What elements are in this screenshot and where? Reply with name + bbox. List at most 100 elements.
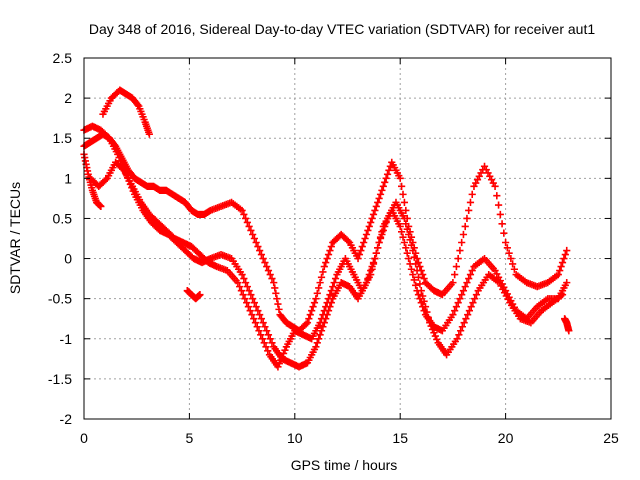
data-point xyxy=(259,319,267,327)
series-track-a xyxy=(80,130,571,335)
data-point xyxy=(274,363,282,371)
data-point xyxy=(242,214,250,223)
data-point xyxy=(324,295,333,303)
data-point xyxy=(312,295,320,303)
data-point xyxy=(557,262,565,271)
data-point xyxy=(275,305,283,313)
data-point xyxy=(461,222,469,231)
data-point xyxy=(369,210,378,219)
data-point xyxy=(381,178,389,186)
data-point xyxy=(460,319,468,327)
data-point xyxy=(277,356,285,364)
data-point xyxy=(372,249,380,257)
data-point xyxy=(398,228,406,236)
data-point xyxy=(416,262,424,271)
data-point xyxy=(465,206,473,215)
data-point xyxy=(243,218,251,227)
data-point xyxy=(358,242,366,251)
data-point xyxy=(452,303,461,311)
data-point xyxy=(510,265,518,273)
y-tick-label: -0.5 xyxy=(48,291,72,307)
plot-frame xyxy=(83,57,612,420)
data-point xyxy=(263,262,271,271)
data-point xyxy=(266,271,274,279)
data-point xyxy=(355,250,364,259)
data-point xyxy=(402,244,410,252)
data-point xyxy=(403,249,411,257)
y-tick-label: 1.5 xyxy=(53,130,73,146)
data-point xyxy=(403,225,411,233)
data-point xyxy=(258,335,267,343)
data-point xyxy=(368,265,376,273)
data-point xyxy=(263,327,271,335)
data-point xyxy=(503,244,511,252)
data-point xyxy=(319,268,327,276)
data-point xyxy=(561,250,569,259)
data-point xyxy=(505,249,513,257)
data-point xyxy=(375,238,383,247)
grid-lines xyxy=(84,58,611,419)
x-tick-label: 0 xyxy=(80,430,88,446)
x-tick-label: 25 xyxy=(603,430,619,446)
y-tick-label: 0.5 xyxy=(53,210,73,226)
data-point xyxy=(565,327,573,335)
data-point xyxy=(255,327,263,335)
data-point xyxy=(244,303,253,311)
data-point xyxy=(410,276,418,284)
data-point xyxy=(264,266,273,275)
data-point xyxy=(456,295,464,303)
data-point xyxy=(471,295,479,303)
data-point xyxy=(275,359,283,368)
data-point xyxy=(243,283,251,291)
data-point xyxy=(417,287,425,295)
data-point xyxy=(563,246,571,255)
data-point xyxy=(498,220,506,228)
y-tick-label: 2.5 xyxy=(53,50,73,66)
data-point xyxy=(420,275,428,283)
axis-ticks xyxy=(83,57,612,420)
data-point xyxy=(421,303,430,311)
data-point xyxy=(400,198,409,206)
x-tick-label: 5 xyxy=(186,430,194,446)
data-point xyxy=(317,273,326,281)
data-point xyxy=(234,279,242,287)
data-point xyxy=(327,242,335,251)
data-point xyxy=(367,218,375,227)
data-point xyxy=(250,315,258,323)
data-point xyxy=(413,266,421,275)
data-point xyxy=(250,299,258,307)
data-point xyxy=(315,335,323,343)
data-point xyxy=(264,331,273,339)
data-point xyxy=(459,287,468,295)
data-point xyxy=(454,299,462,307)
data-point xyxy=(378,230,386,239)
data-point xyxy=(469,299,477,307)
data-point xyxy=(368,214,376,223)
data-point xyxy=(360,238,368,247)
data-point xyxy=(509,260,517,268)
data-point xyxy=(458,238,466,247)
data-point xyxy=(324,250,333,259)
data-point xyxy=(374,244,382,252)
data-point xyxy=(491,182,499,190)
data-point xyxy=(250,234,258,243)
data-point xyxy=(251,319,260,327)
data-point xyxy=(371,254,379,263)
data-point xyxy=(249,295,257,303)
data-point xyxy=(378,186,386,194)
data-point xyxy=(302,320,310,328)
data-point xyxy=(430,329,438,337)
data-point xyxy=(97,202,105,211)
data-point xyxy=(279,349,288,358)
data-point xyxy=(266,335,274,343)
data-point xyxy=(326,291,334,299)
data-point xyxy=(239,291,247,299)
data-point xyxy=(381,222,389,231)
x-tick-label: 10 xyxy=(287,430,303,446)
data-point xyxy=(407,241,416,249)
data-point xyxy=(462,315,470,323)
data-point xyxy=(253,323,261,331)
data-point xyxy=(245,287,253,295)
data-point xyxy=(196,291,204,299)
data-point xyxy=(331,275,340,283)
